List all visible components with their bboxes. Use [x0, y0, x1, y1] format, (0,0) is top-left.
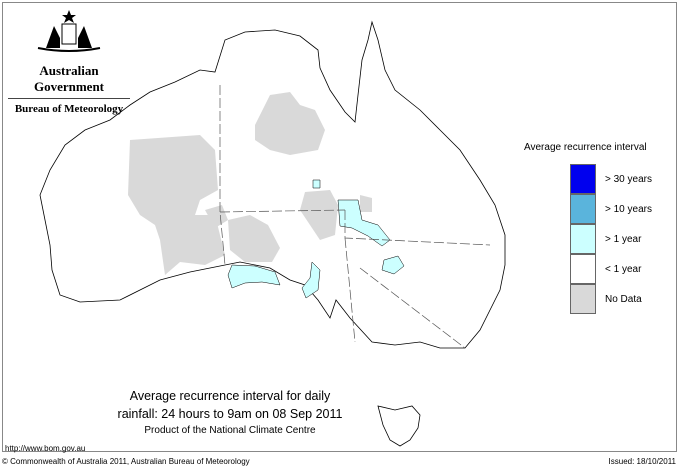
legend-title: Average recurrence interval: [524, 142, 647, 153]
tasmania-outline: [377, 405, 421, 447]
legend-swatch-no-data: No Data: [570, 284, 642, 314]
map-frame: [2, 2, 677, 452]
no-data-areas: [128, 92, 372, 275]
legend-swatch-below-1-year: < 1 year: [570, 254, 641, 284]
issued-date: Issued: 18/10/2011: [608, 457, 676, 466]
government-name: Australian Government: [33, 63, 105, 94]
legend-swatch-10-years: > 10 years: [570, 194, 652, 224]
map-subtitle: Product of the National Climate Centre: [144, 425, 316, 436]
bom-logo[interactable]: Australian Government Bureau of Meteorol…: [8, 8, 130, 115]
map-title-line1: Average recurrence interval for daily: [129, 389, 331, 403]
legend-swatch-30-years: > 30 years: [570, 164, 652, 194]
copyright: © Commonwealth of Australia 2011, Austra…: [2, 457, 250, 466]
state-borders: [219, 85, 491, 349]
map-title-line2: rainfall: 24 hours to 9am on 08 Sep 2011: [117, 407, 343, 421]
coat-of-arms-icon: [37, 10, 101, 52]
bureau-name: Bureau of Meteorology: [8, 98, 130, 115]
legend-swatch-1-year: > 1 year: [570, 224, 641, 254]
above-1-year-areas: [227, 179, 405, 299]
legend: > 30 years > 10 years > 1 year < 1 year …: [570, 164, 652, 314]
bom-url-link[interactable]: http://www.bom.gov.au: [5, 444, 86, 453]
